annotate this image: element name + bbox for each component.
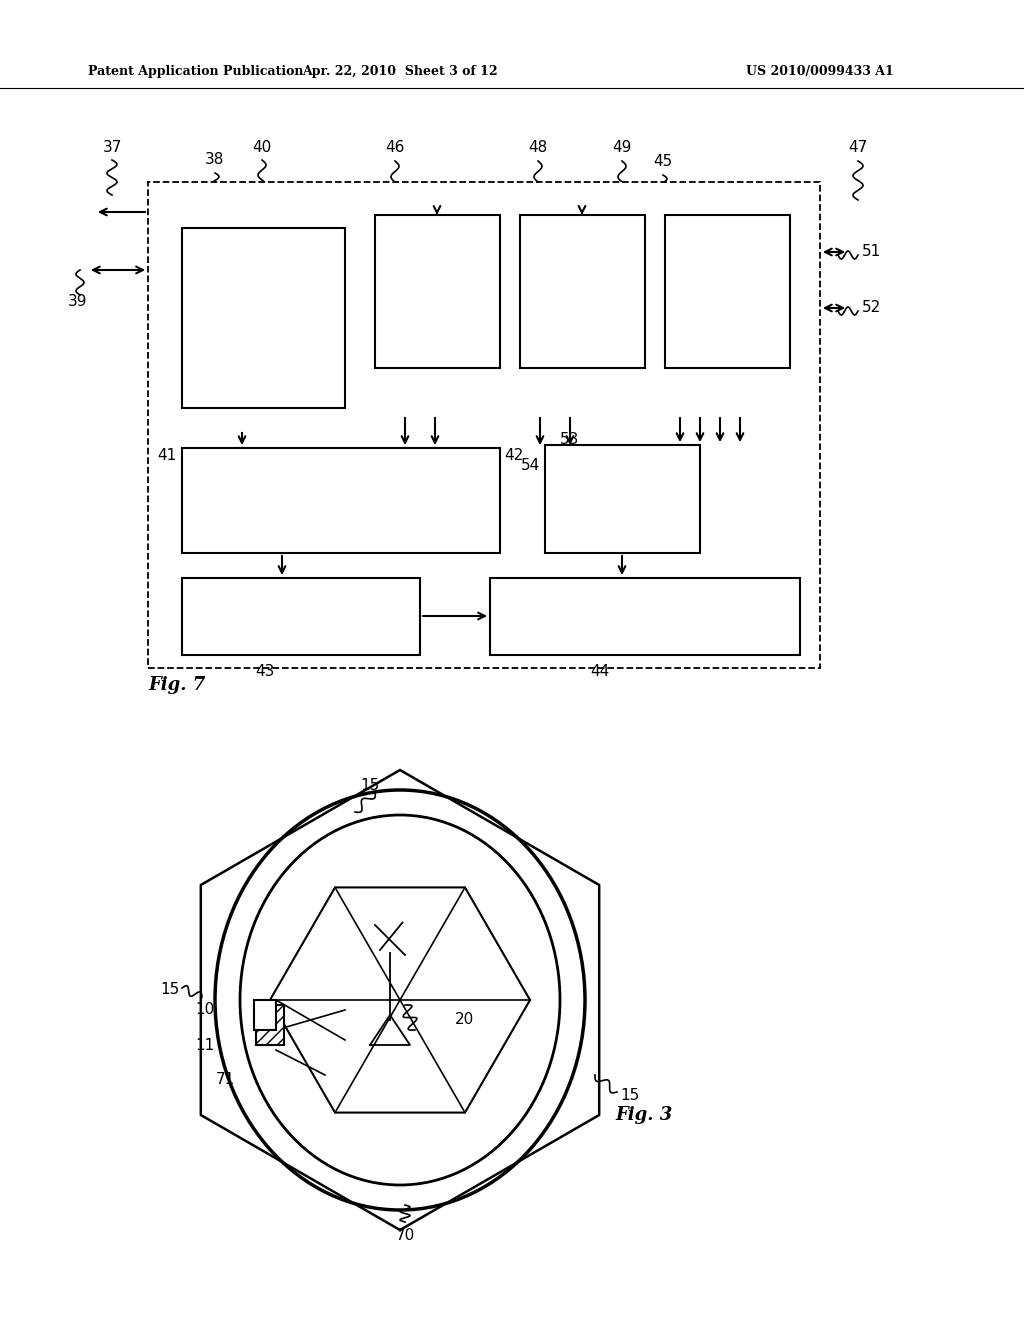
Bar — [254, 1001, 276, 1030]
Bar — [375, 215, 500, 368]
Text: 10: 10 — [196, 1002, 215, 1018]
Bar — [148, 182, 820, 668]
Bar — [182, 447, 500, 553]
Text: 47: 47 — [848, 140, 867, 156]
Bar — [665, 215, 790, 368]
Text: 11: 11 — [196, 1038, 215, 1052]
Text: 53: 53 — [560, 433, 580, 447]
Text: 48: 48 — [528, 140, 548, 156]
Bar — [182, 228, 345, 408]
Text: Fig. 7: Fig. 7 — [148, 676, 205, 694]
Text: 15: 15 — [620, 1088, 639, 1102]
Text: Apr. 22, 2010  Sheet 3 of 12: Apr. 22, 2010 Sheet 3 of 12 — [302, 66, 498, 78]
Text: US 2010/0099433 A1: US 2010/0099433 A1 — [746, 66, 894, 78]
Text: 52: 52 — [862, 301, 882, 315]
Text: 71: 71 — [216, 1072, 234, 1088]
Text: 37: 37 — [102, 140, 122, 154]
Text: 42: 42 — [504, 447, 523, 462]
Text: 46: 46 — [385, 140, 404, 156]
Text: Fig. 3: Fig. 3 — [615, 1106, 672, 1125]
Text: 39: 39 — [69, 294, 88, 309]
Text: 40: 40 — [252, 140, 271, 154]
Bar — [182, 578, 420, 655]
Text: 54: 54 — [521, 458, 540, 473]
Text: 43: 43 — [255, 664, 274, 680]
Bar — [490, 578, 800, 655]
Text: 15: 15 — [360, 777, 380, 792]
Text: 20: 20 — [455, 1012, 474, 1027]
Bar — [520, 215, 645, 368]
Text: 44: 44 — [591, 664, 609, 680]
Text: 70: 70 — [395, 1228, 415, 1242]
Bar — [256, 1005, 284, 1045]
Bar — [545, 445, 700, 553]
Text: 49: 49 — [612, 140, 632, 156]
Text: 38: 38 — [206, 153, 224, 168]
Text: Patent Application Publication: Patent Application Publication — [88, 66, 303, 78]
Text: 15: 15 — [161, 982, 180, 998]
Text: 41: 41 — [157, 449, 176, 463]
Text: 51: 51 — [862, 244, 882, 260]
Text: 45: 45 — [653, 154, 673, 169]
